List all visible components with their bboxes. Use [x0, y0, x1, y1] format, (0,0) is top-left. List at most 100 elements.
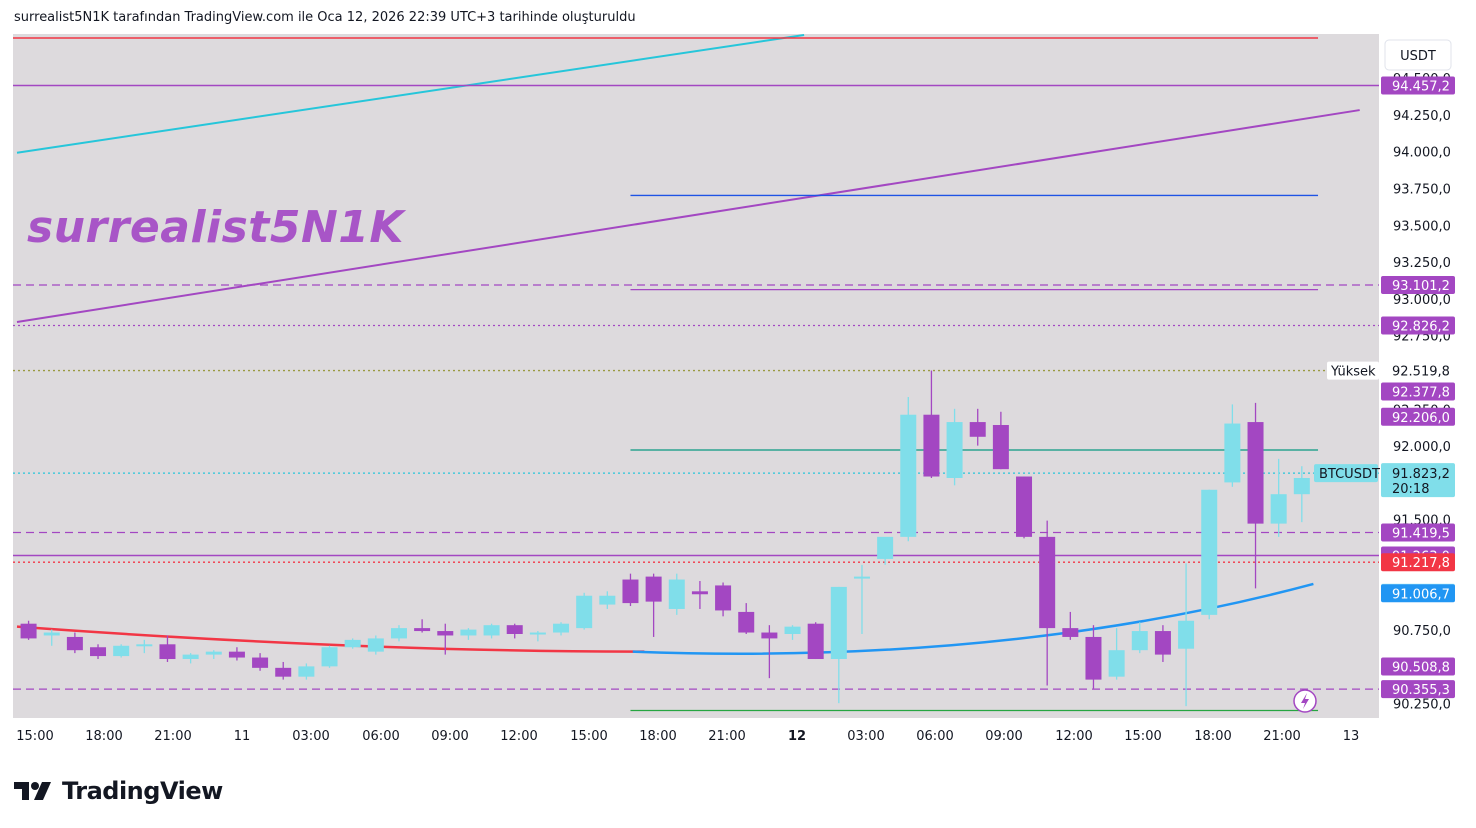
chart-area[interactable]: 90.250,090.750,091.000,091.250,091.500,0… — [13, 34, 1463, 752]
candle-body — [483, 625, 500, 636]
symbol-label-bg — [1314, 464, 1378, 483]
time-tick-label: 03:00 — [847, 729, 884, 744]
candle-body — [66, 636, 83, 651]
candle — [830, 586, 847, 704]
candlestick-chart[interactable]: 90.250,090.750,091.000,091.250,091.500,0… — [13, 34, 1463, 752]
candle-body — [228, 651, 245, 658]
candle — [90, 644, 107, 660]
time-tick-label: 06:00 — [362, 729, 399, 744]
candle-body — [1247, 422, 1264, 524]
time-tick-label: 21:00 — [1263, 729, 1300, 744]
price-tick-label: 93.750,0 — [1393, 183, 1451, 198]
price-tick-label: 90.750,0 — [1393, 624, 1451, 639]
candle-body — [460, 629, 477, 636]
currency-button[interactable]: USDT — [1384, 39, 1452, 71]
price-badge-label: 91.419,5 — [1392, 527, 1450, 542]
current-price-badge: 91.823,220:18 BTCUSDT — [1314, 463, 1455, 498]
time-tick-label: 03:00 — [292, 729, 329, 744]
candle — [923, 370, 940, 478]
price-badge-label: 91.217,8 — [1392, 556, 1450, 571]
candle — [761, 625, 778, 679]
lightning-icon[interactable] — [1293, 689, 1317, 713]
time-tick-label: 18:00 — [1194, 729, 1231, 744]
price-badge-bg — [1381, 316, 1455, 335]
tradingview-logo[interactable]: TradingView — [14, 774, 223, 808]
time-tick-label: 11 — [234, 729, 251, 744]
candle-body — [900, 414, 917, 537]
price-badge: 92.206,0 — [1381, 407, 1455, 426]
cyan-trendline — [16, 34, 805, 154]
candle — [136, 639, 153, 654]
symbol-label: BTCUSDT — [1319, 467, 1380, 482]
candle-body — [668, 579, 685, 609]
candle — [1039, 520, 1056, 686]
tradingview-logo-icon — [14, 782, 51, 800]
candle-body — [506, 625, 523, 634]
candle — [460, 628, 477, 640]
price-badge-label: 92.519,8 — [1392, 365, 1450, 380]
current-price-value: 91.823,2 — [1392, 467, 1450, 482]
price-badge-label: 93.101,2 — [1392, 279, 1450, 294]
candle-body — [321, 647, 338, 667]
candle-body — [946, 422, 963, 478]
price-tick-label: 93.000,0 — [1393, 293, 1451, 308]
time-tick-label: 15:00 — [16, 729, 53, 744]
price-badge: 92.377,8 — [1381, 382, 1455, 401]
time-tick-label: 21:00 — [708, 729, 745, 744]
candle — [715, 582, 732, 617]
candle — [205, 650, 222, 660]
candle-body — [1270, 494, 1287, 524]
candle — [992, 411, 1009, 470]
time-tick-label: 09:00 — [985, 729, 1022, 744]
candle — [1085, 625, 1102, 689]
candle — [1224, 404, 1241, 487]
plot-background — [13, 34, 1379, 718]
price-badge-label: 92.206,0 — [1392, 411, 1450, 426]
candle-body — [853, 576, 870, 579]
price-badge: 90.355,3 — [1381, 680, 1455, 699]
candle — [275, 661, 292, 680]
high-label-bg — [1327, 361, 1379, 380]
candle — [1108, 628, 1125, 680]
candle-body — [414, 628, 431, 632]
candle-body — [1085, 636, 1102, 680]
price-badge-label: 91.006,7 — [1392, 587, 1450, 602]
price-badge-bg — [1381, 361, 1455, 380]
candle-body — [622, 579, 639, 604]
price-badge-label: 92.826,2 — [1392, 319, 1450, 334]
price-tick-label: 94.000,0 — [1393, 146, 1451, 161]
candle — [506, 623, 523, 639]
price-tick-label: 90.250,0 — [1393, 698, 1451, 713]
price-badge-bg — [1381, 276, 1455, 295]
candle-body — [1154, 631, 1171, 655]
candle — [321, 645, 338, 668]
candle — [969, 408, 986, 446]
candle-body — [1016, 476, 1033, 537]
price-badge-label: 90.355,3 — [1392, 683, 1450, 698]
candle-body — [599, 595, 616, 605]
price-tick-label: 94.250,0 — [1393, 109, 1451, 124]
candle — [807, 622, 824, 660]
price-badge: 94.457,2 — [1381, 76, 1455, 95]
candle-body — [830, 586, 847, 660]
time-tick-label: 13 — [1343, 729, 1360, 744]
candle-body — [1062, 628, 1079, 637]
time-tick-label: 12:00 — [500, 729, 537, 744]
current-price-bg — [1381, 463, 1455, 498]
candle — [529, 631, 546, 642]
candle-body — [43, 632, 60, 636]
candle-body — [1108, 650, 1125, 677]
candle — [20, 620, 37, 640]
time-tick-label: 06:00 — [916, 729, 953, 744]
candle — [414, 619, 431, 633]
candle-body — [761, 632, 778, 639]
price-badge-bg — [1381, 553, 1455, 572]
price-badge-bg — [1381, 657, 1455, 676]
candle — [553, 622, 570, 636]
candle — [599, 591, 616, 609]
currency-label: USDT — [1400, 49, 1436, 64]
candle — [228, 647, 245, 661]
price-badge-bg — [1381, 407, 1455, 426]
countdown-label: 20:18 — [1392, 482, 1429, 497]
candle-body — [437, 631, 454, 636]
